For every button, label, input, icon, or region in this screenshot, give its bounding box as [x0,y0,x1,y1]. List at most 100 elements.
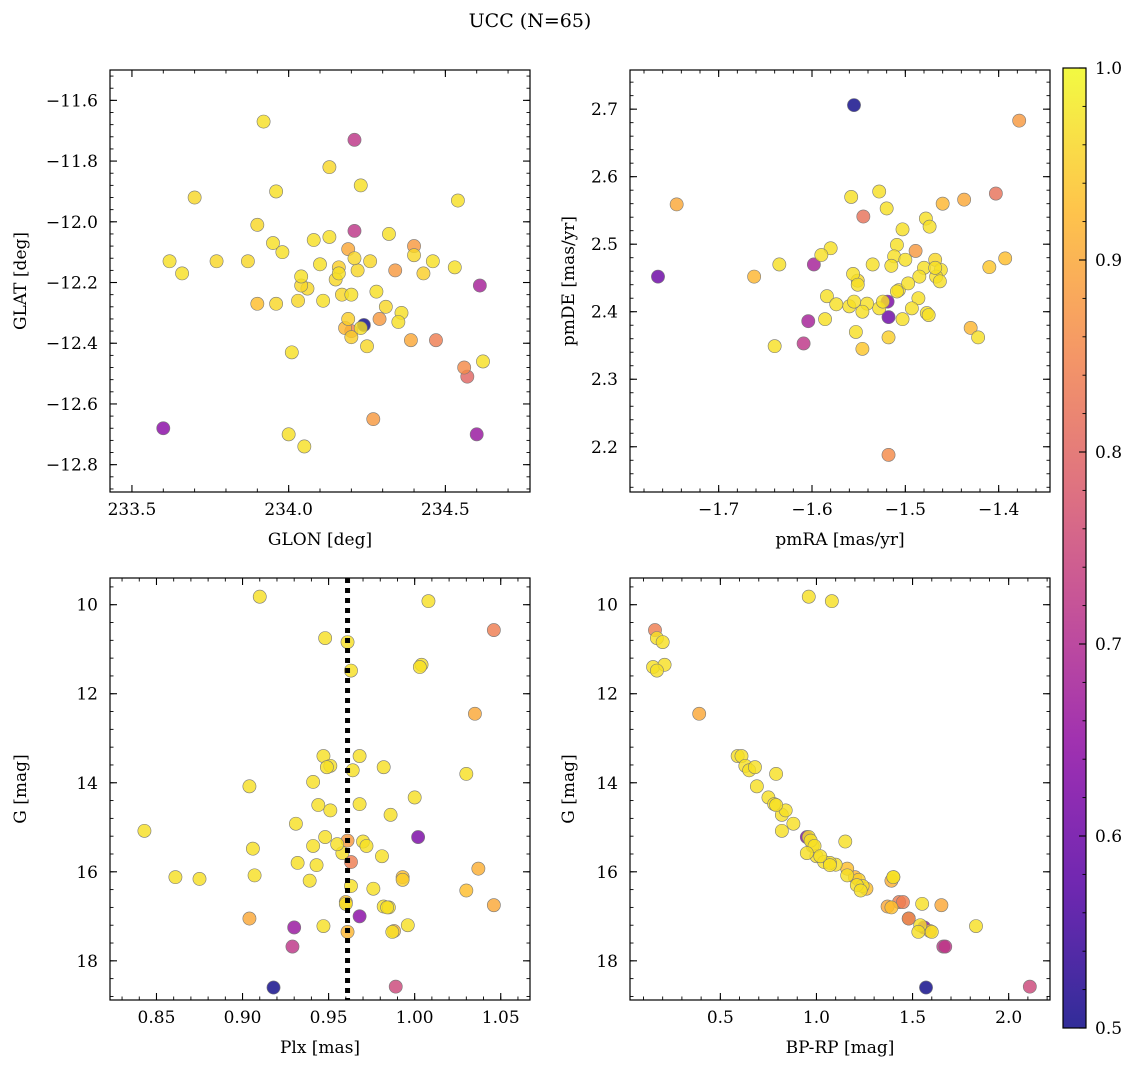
data-point [353,321,368,335]
y-tick-label: −11.8 [46,152,98,172]
data-point [412,660,427,674]
data-point [266,236,280,250]
data-point [814,248,829,262]
data-point [472,278,487,293]
data-point [344,287,359,302]
data-point [369,284,384,299]
panel-3: 0.85 0.90 0.95 1.00 1.05 10 12 14 16 18 Plx [mas] G… [11,577,531,1058]
data-point [376,760,391,775]
data-point [971,330,986,345]
data-point [486,898,501,913]
x-tick-label: 0.5 [707,1008,734,1028]
data-point [360,339,374,354]
data-point [934,898,949,913]
data-point [829,297,844,312]
data-point [284,345,299,360]
data-point [469,427,484,442]
data-point [250,217,265,232]
x-axis-label: BP-RP [mag] [786,1038,895,1058]
colorbar-tick-label: 0.7 [1095,635,1122,655]
y-tick-label: 2.3 [591,370,618,390]
data-point [769,798,783,812]
data-point [344,663,358,678]
data-point [421,594,436,609]
data-point [313,257,327,272]
data-point [912,269,927,284]
y-tick-label: −12.4 [46,334,98,354]
data-point [451,193,465,208]
data-point [881,330,896,345]
x-tick-label: −1.5 [885,500,926,520]
y-axis-label: pmDE [mas/yr] [559,216,579,346]
y-tick-label: 10 [76,596,98,616]
data-point [932,274,947,289]
y-tick-label: 14 [596,774,618,794]
data-point [998,251,1013,266]
data-point [350,263,365,278]
axes-frame [629,577,1051,1001]
data-point [476,354,490,369]
x-axis-label: Plx [mas] [280,1038,360,1058]
data-point [383,807,398,822]
data-point [901,911,916,926]
axes-frame [109,577,531,1001]
data-point [247,868,262,883]
data-point [855,304,870,319]
data-point [294,269,309,284]
data-point [692,706,707,721]
data-point [168,870,183,885]
data-point [353,178,368,193]
data-point [655,635,670,650]
panels: 233.5 234.0 234.5 −11.6 −11.8 −12.0 −12.2 −12.4… [11,69,1051,1058]
data-point [385,924,400,939]
data-point [847,98,861,113]
data-point [924,924,939,939]
x-tick-label: 1.5 [899,1008,926,1028]
data-point [291,293,305,308]
data-point [890,284,904,299]
x-tick-label: 1.0 [803,1008,830,1028]
data-point [252,589,267,604]
data-point [901,276,916,291]
y-tick-label: 2.5 [591,235,618,255]
data-point [407,790,422,805]
data-point [330,837,345,852]
colorbar-tick-label: 0.8 [1095,443,1122,463]
data-point [471,861,486,876]
data-point [400,918,415,933]
y-tick-label: 18 [596,952,618,972]
data-point [156,421,171,436]
x-tick-label: 0.90 [224,1008,262,1028]
data-point [162,254,177,269]
figure-suptitle: UCC (N=65) [469,10,592,32]
data-point [911,924,926,939]
data-point [241,254,255,269]
x-tick-label: −1.7 [698,500,739,520]
y-tick-label: 16 [76,863,98,883]
data-point [372,312,387,326]
data-point [855,341,870,356]
x-tick-label: 234.5 [421,500,470,520]
data-point [938,939,953,954]
y-tick-label: −11.6 [46,91,98,111]
data-point [318,631,333,645]
data-point [865,257,880,272]
data-point [881,447,896,462]
y-tick-label: 18 [76,952,98,972]
data-point [820,289,834,304]
data-point [285,939,300,954]
data-point [331,266,346,281]
data-point [748,760,762,775]
data-point [269,296,284,311]
data-point [302,873,317,888]
x-tick-label: 0.85 [138,1008,176,1028]
data-point [137,823,152,838]
x-axis-label: pmRA [mas/yr] [775,530,904,550]
data-point [411,830,426,844]
data-point [459,883,474,898]
axes-frame [109,69,531,493]
data-point [378,299,393,314]
data-point [256,114,271,129]
data-point [306,839,321,853]
